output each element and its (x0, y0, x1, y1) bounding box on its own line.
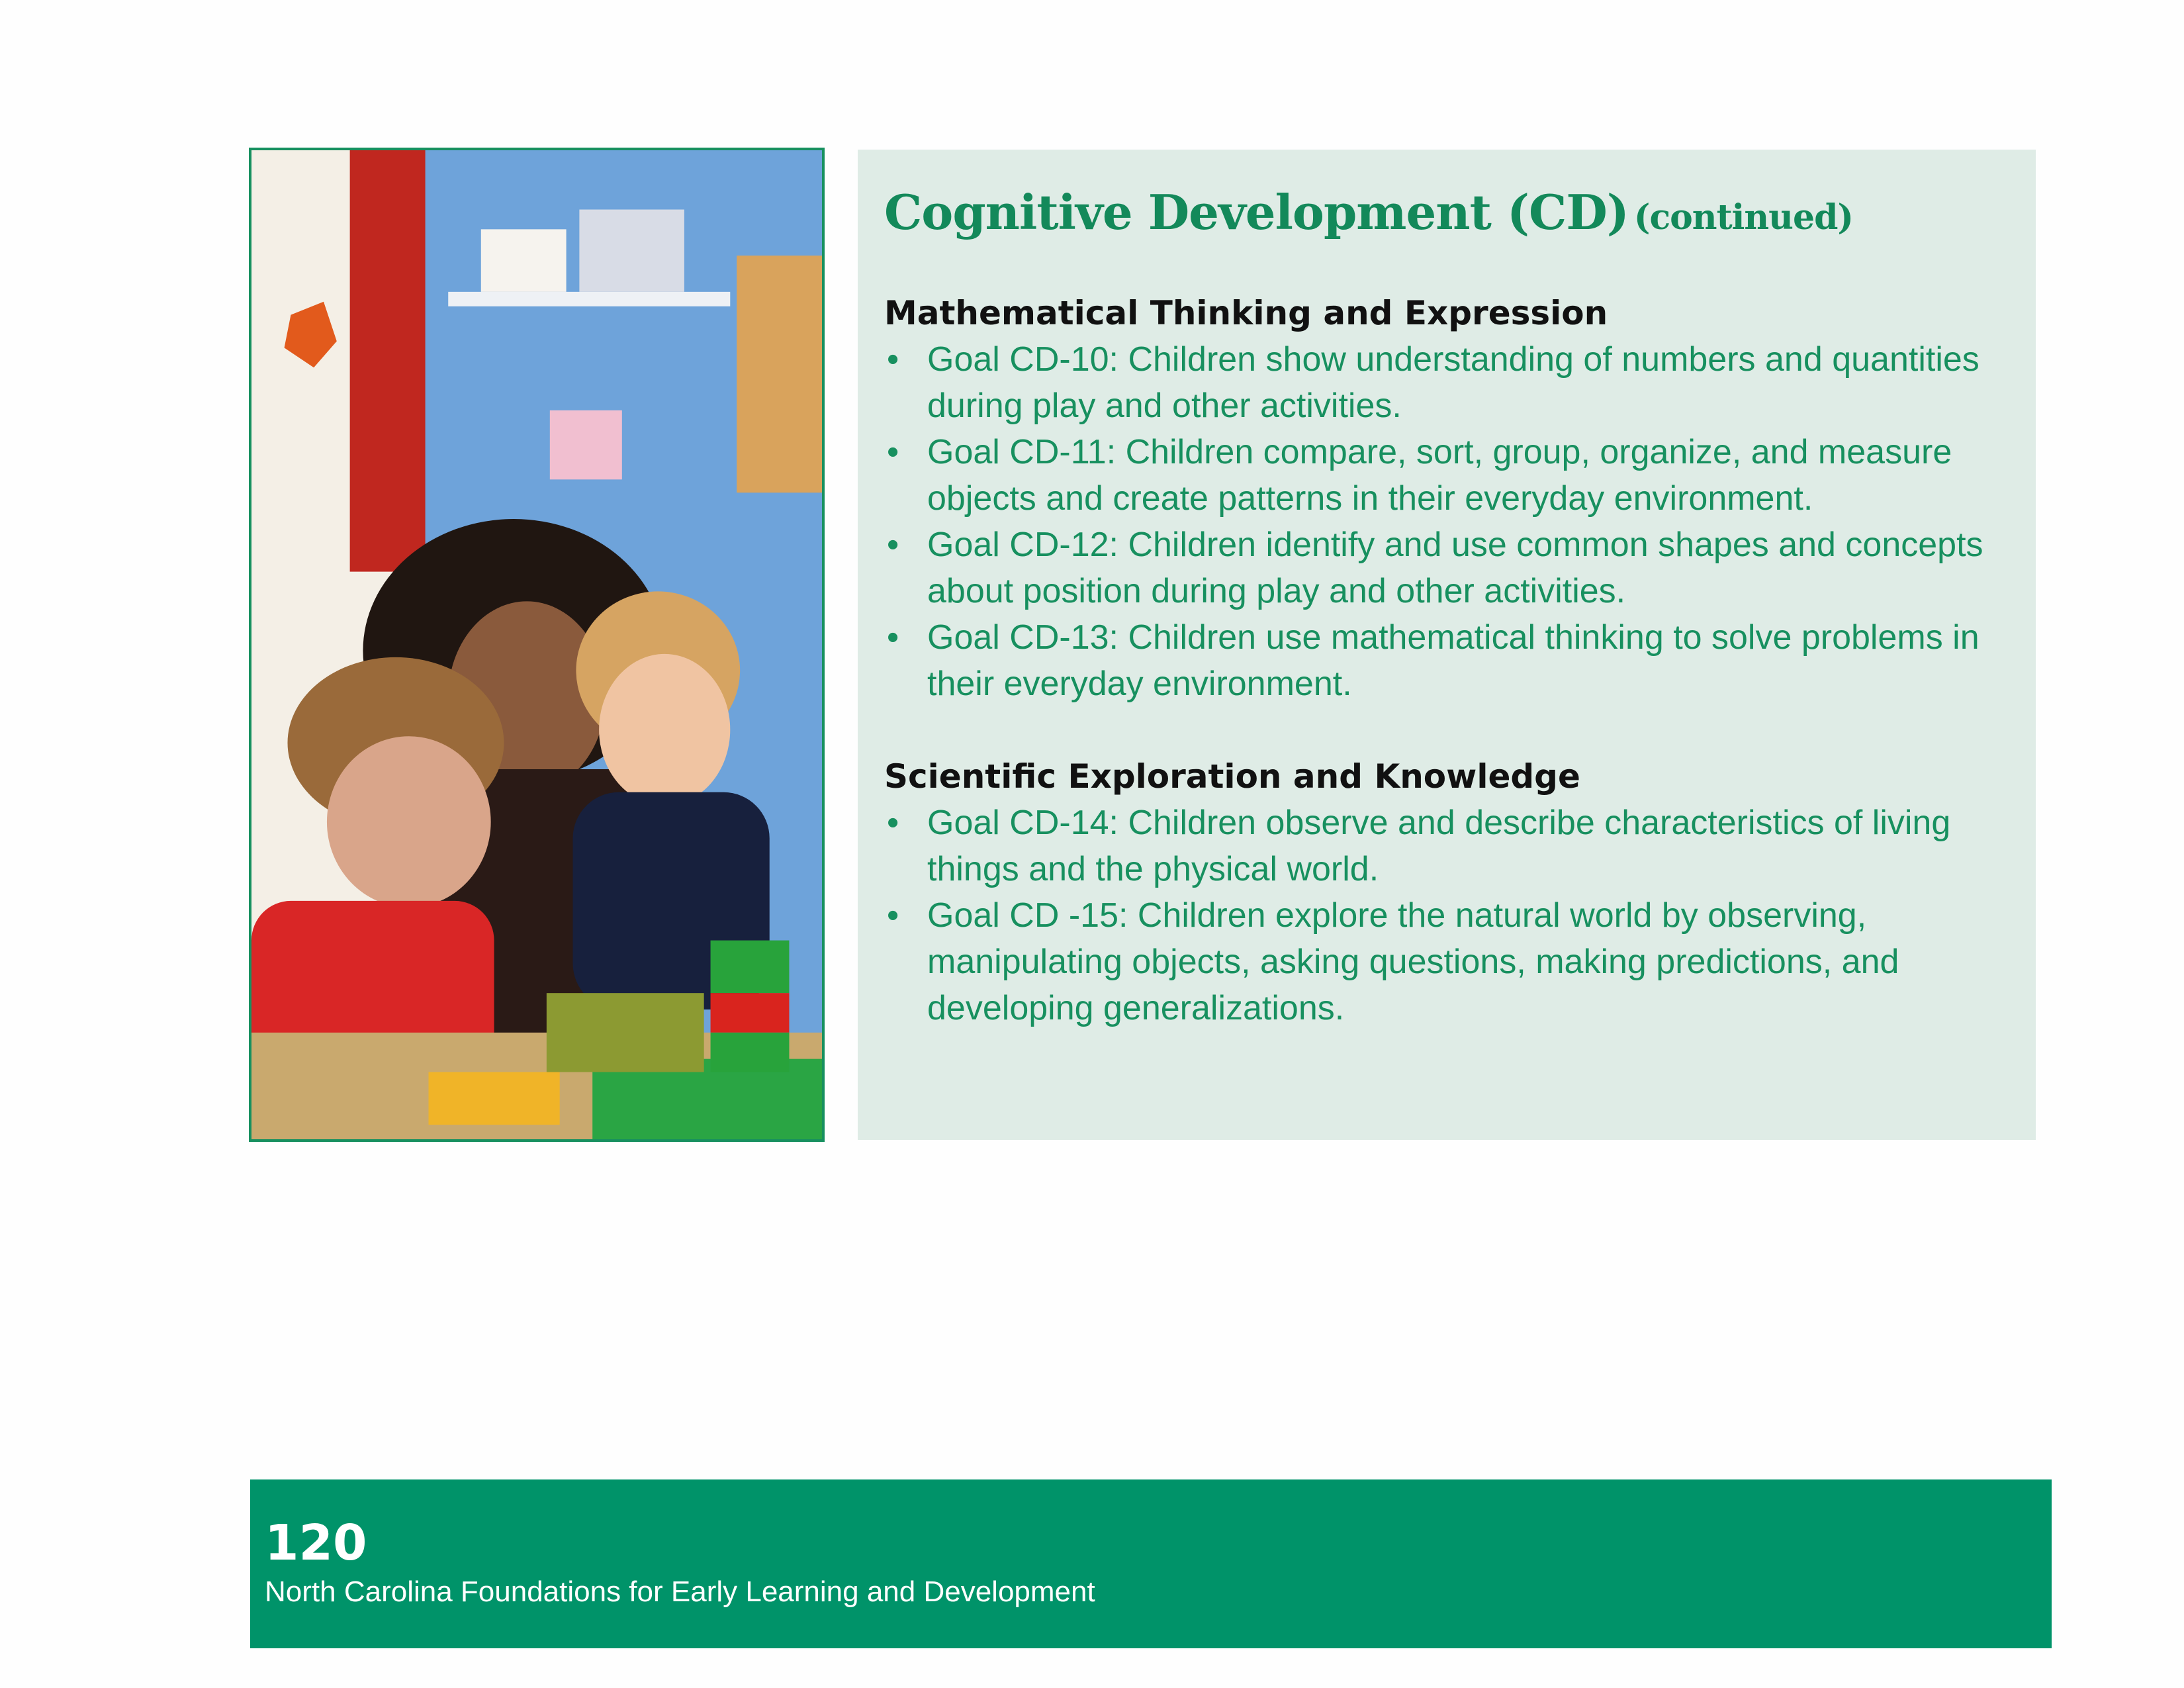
publication-title: North Carolina Foundations for Early Lea… (265, 1575, 1095, 1608)
goal-item: • Goal CD-13: Children use mathematical t… (884, 614, 2023, 707)
goal-item: • Goal CD-14: Children observe and descri… (884, 800, 2023, 892)
goals-panel: Cognitive Development (CD) (continued) Ma… (858, 150, 2036, 1140)
block-tower-base (710, 1032, 790, 1072)
bullet-icon: • (887, 526, 899, 564)
bullet-icon: • (887, 896, 899, 935)
section-scientific-exploration: Scientific Exploration and Knowledge • Go… (884, 753, 2023, 1031)
goal-item: • Goal CD-11: Children compare, sort, gro… (884, 429, 2023, 522)
block-tower-red (710, 993, 790, 1033)
wall-picture (549, 410, 622, 480)
goal-text: Goal CD-10: Children show understanding … (927, 340, 1979, 425)
classroom-photo (249, 148, 825, 1142)
goal-item: • Goal CD-10: Children show understanding… (884, 336, 2023, 429)
wall-decoration (284, 301, 337, 368)
goal-list: • Goal CD-14: Children observe and descri… (884, 800, 2023, 1031)
classroom-photo-illustration (251, 150, 822, 1139)
wall-shelf (448, 291, 731, 306)
toy-dinosaur (546, 993, 704, 1072)
green-baseplate (592, 1058, 822, 1139)
goal-item: • Goal CD-12: Children identify and use c… (884, 522, 2023, 614)
goal-list: • Goal CD-10: Children show understanding… (884, 336, 2023, 707)
bullet-icon: • (887, 804, 899, 842)
page-number: 120 (265, 1515, 367, 1571)
yellow-block (428, 1072, 560, 1125)
shelf-container (579, 209, 684, 292)
wall-poster (737, 256, 822, 493)
panel-title-suffix: (continued) (1633, 197, 1854, 238)
goal-text: Goal CD-12: Children identify and use co… (927, 526, 1983, 610)
shelf-box (480, 229, 567, 292)
goal-item: • Goal CD -15: Children explore the natur… (884, 892, 2023, 1031)
footer-band: 120 North Carolina Foundations for Early… (250, 1479, 2052, 1648)
child-face-right (599, 653, 731, 806)
bullet-icon: • (887, 340, 899, 379)
section-heading: Mathematical Thinking and Expression (884, 294, 1608, 332)
panel-title-text: Cognitive Development (CD) (884, 184, 1629, 240)
goal-text: Goal CD-14: Children observe and describ… (927, 804, 1951, 888)
panel-title: Cognitive Development (CD) (continued) (884, 184, 1854, 240)
goal-text: Goal CD-11: Children compare, sort, grou… (927, 433, 1952, 518)
child-face-left (326, 736, 491, 908)
goal-text: Goal CD-13: Children use mathematical th… (927, 618, 1979, 703)
block-tower-green (710, 940, 790, 994)
section-heading: Scientific Exploration and Knowledge (884, 757, 1580, 796)
bullet-icon: • (887, 433, 899, 471)
bullet-icon: • (887, 618, 899, 657)
red-curtain (349, 150, 426, 572)
goal-text: Goal CD -15: Children explore the natura… (927, 896, 1899, 1027)
section-mathematical-thinking: Mathematical Thinking and Expression • Go… (884, 290, 2023, 707)
